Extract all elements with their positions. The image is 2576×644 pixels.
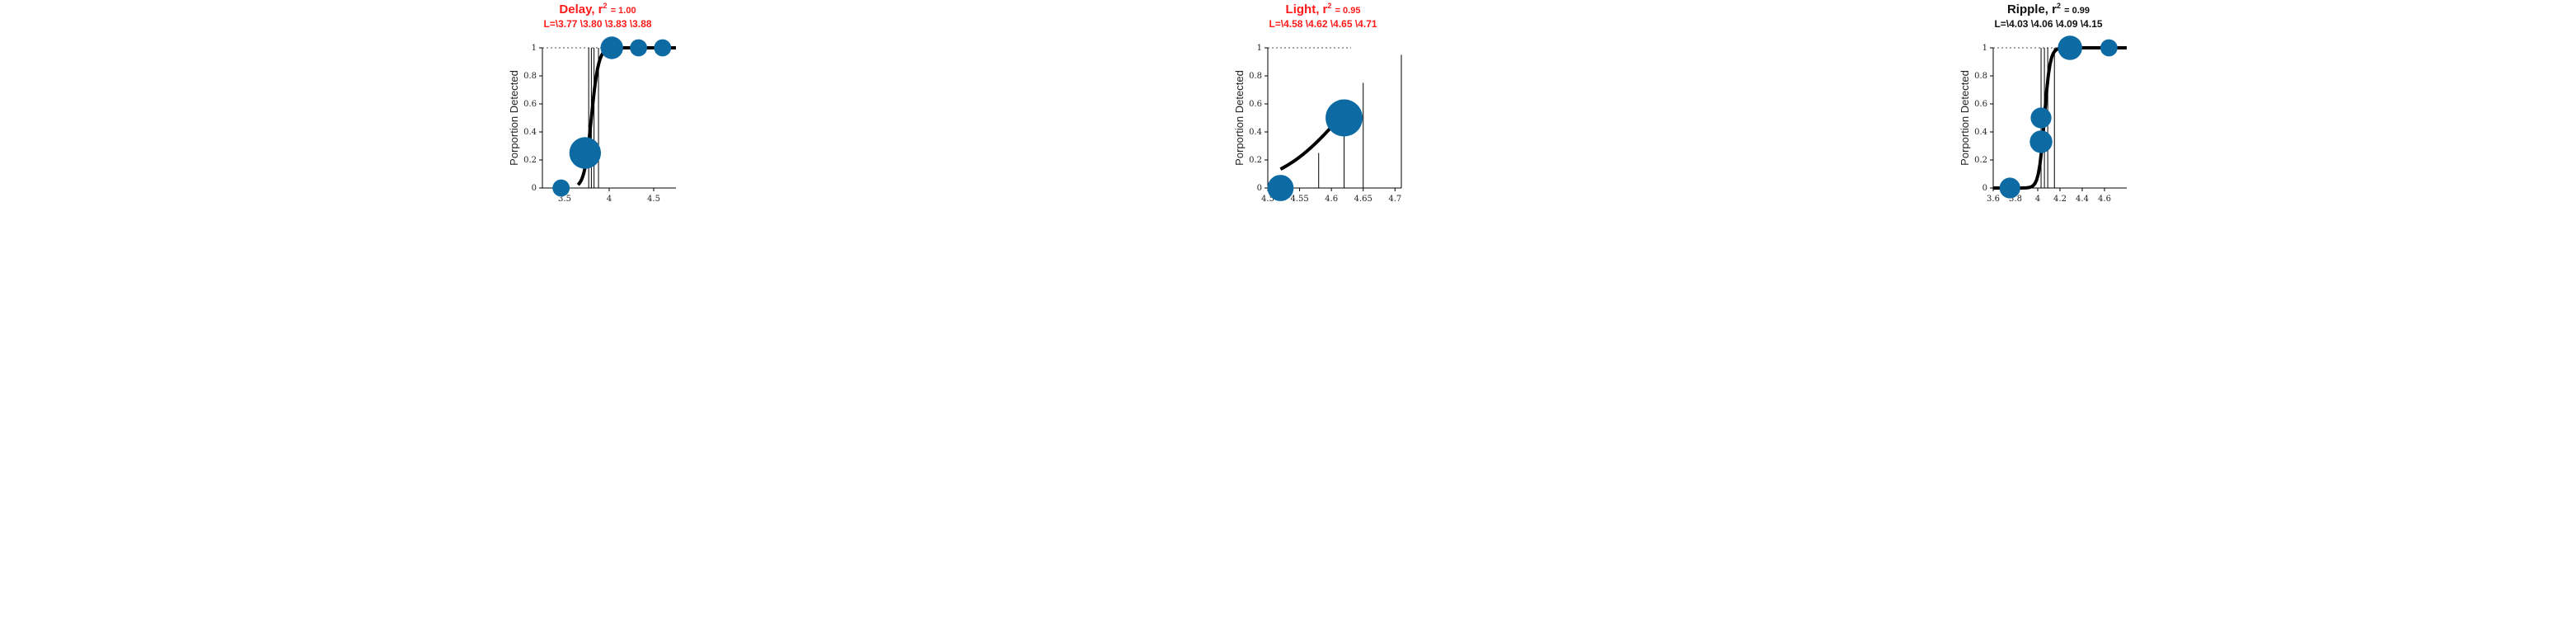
chart-panel-ripple: Ripple, r2 = 0.99 L=\4.03 \4.06 \4.09 \4… xyxy=(1945,0,2151,214)
chart-title-r2: = 0.99 xyxy=(2064,6,2090,16)
y-tick-label: 0 xyxy=(532,184,537,193)
data-point xyxy=(2029,130,2053,153)
y-axis-label: Porportion Detected xyxy=(1959,70,1971,166)
x-tick-label: 4.65 xyxy=(1354,195,1372,204)
x-tick-label: 4.4 xyxy=(2076,195,2089,204)
y-tick-label: 0.6 xyxy=(1249,100,1262,109)
x-tick-label: 4.2 xyxy=(2053,195,2067,204)
chart-title-main: Light, r xyxy=(1285,2,1328,16)
x-tick-label: 4 xyxy=(2035,195,2040,204)
y-tick-label: 0.8 xyxy=(1249,72,1262,81)
data-point xyxy=(2030,107,2052,129)
chart-title-r2: = 1.00 xyxy=(610,6,636,16)
x-tick-label: 4.6 xyxy=(1325,195,1338,204)
x-tick-label: 4.5 xyxy=(647,195,660,204)
chart-title-main: Ripple, r xyxy=(2006,2,2057,16)
chart-title-main: Delay, r xyxy=(559,2,603,16)
chart-panel-light: Light, r2 = 0.95 L=\4.58 \4.62 \4.65 \4.… xyxy=(1220,0,1426,214)
data-point xyxy=(1326,99,1363,137)
chart-plot-light: 0 0.2 0.4 0.6 0.8 1 4.5 4.55 4.6 4.65 4.7 Porportio… xyxy=(1233,44,1402,204)
chart-plot-delay: 0 0.2 0.4 0.6 0.8 1 3.5 4 4.5 Porportion Detected xyxy=(508,36,676,204)
data-point xyxy=(1267,175,1294,201)
data-point xyxy=(600,36,623,59)
y-tick-label: 0.2 xyxy=(523,156,537,165)
y-axis-label: Porportion Detected xyxy=(508,70,520,166)
y-tick-label: 1 xyxy=(1982,44,1987,53)
x-tick-label: 4.5 xyxy=(1261,195,1274,204)
data-point xyxy=(630,39,648,57)
y-tick-label: 0.4 xyxy=(1249,128,1262,137)
data-point xyxy=(552,179,570,197)
y-tick-label: 0.4 xyxy=(1974,128,1987,137)
y-tick-label: 0.2 xyxy=(1974,156,1987,165)
chart-title: Light, r2 = 0.95 xyxy=(1285,2,1361,16)
y-tick-label: 1 xyxy=(1257,44,1262,53)
fitted-curve xyxy=(1993,46,2127,190)
chart-subtitle: L=\4.03 \4.06 \4.09 \4.15 xyxy=(1994,18,2103,30)
chart-title: Delay, r2 = 1.00 xyxy=(559,2,636,16)
y-tick-label: 0 xyxy=(1257,184,1262,193)
x-tick-label: 3.5 xyxy=(558,195,571,204)
x-tick-label: 4.55 xyxy=(1290,195,1308,204)
data-point xyxy=(654,39,672,57)
chart-panel-delay: Delay, r2 = 1.00 L=\3.77 \3.80 \3.83 \3.… xyxy=(495,0,701,214)
y-tick-label: 0 xyxy=(1982,184,1987,193)
chart-subtitle: L=\3.77 \3.80 \3.83 \3.88 xyxy=(543,18,652,30)
y-tick-label: 0.6 xyxy=(1974,100,1987,109)
data-point xyxy=(2058,35,2082,60)
chart-title-r2: = 0.95 xyxy=(1335,6,1361,16)
y-tick-label: 0.8 xyxy=(1974,72,1987,81)
chart-title: Ripple, r2 = 0.99 xyxy=(2006,2,2090,16)
chart-subtitle: L=\4.58 \4.62 \4.65 \4.71 xyxy=(1269,18,1377,30)
x-tick-label: 3.6 xyxy=(1987,195,2000,204)
x-tick-label: 3.8 xyxy=(2009,195,2022,204)
data-point xyxy=(2100,39,2118,57)
data-point xyxy=(569,137,602,169)
y-tick-label: 1 xyxy=(532,44,537,53)
data-point xyxy=(1999,177,2020,199)
chart-plot-ripple: 0 0.2 0.4 0.6 0.8 1 3.6 3.8 4 4.2 4.4 4.6 Porportion… xyxy=(1959,35,2127,204)
x-tick-label: 4.7 xyxy=(1388,195,1401,204)
y-tick-label: 0.8 xyxy=(523,72,537,81)
x-tick-label: 4 xyxy=(607,195,612,204)
x-tick-label: 4.6 xyxy=(2098,195,2111,204)
y-tick-label: 0.4 xyxy=(523,128,537,137)
y-axis-label: Porportion Detected xyxy=(1233,70,1246,166)
y-tick-label: 0.6 xyxy=(523,100,537,109)
y-tick-label: 0.2 xyxy=(1249,156,1262,165)
